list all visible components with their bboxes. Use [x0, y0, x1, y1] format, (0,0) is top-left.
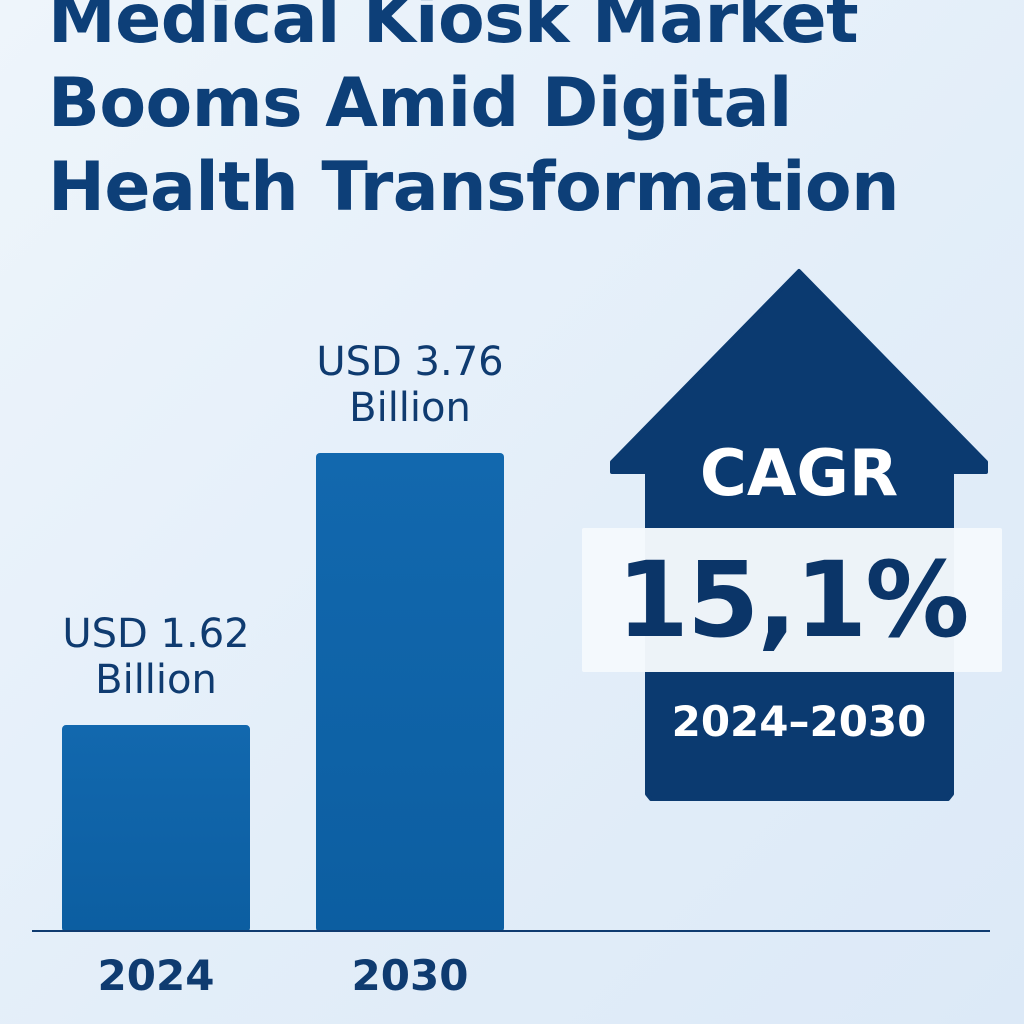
title-line-3: Health Transformation [48, 148, 900, 227]
bar-value-2024-line1: USD 1.62 [62, 611, 250, 658]
bar-2024 [62, 725, 250, 932]
chart-title: Medical Kiosk Market Booms Amid Digital … [48, 0, 1008, 230]
cagr-value-box [582, 528, 1002, 672]
bar-value-label-2024: USD 1.62 Billion [6, 611, 306, 703]
x-tick-label-2024: 2024 [97, 951, 215, 1000]
x-tick-label-2030: 2030 [351, 951, 469, 1000]
bar-2030 [316, 453, 504, 932]
title-line-1: Medical Kiosk Market [48, 0, 859, 59]
cagr-label: CAGR [699, 437, 899, 511]
cagr-value: 15,1% [616, 539, 970, 661]
bar-value-2030-line2: Billion [349, 385, 471, 431]
bar-value-label-2030: USD 3.76 Billion [260, 339, 560, 431]
title-line-2: Booms Amid Digital [48, 64, 792, 143]
bar-value-2030-line1: USD 3.76 [316, 339, 504, 385]
cagr-period: 2024–2030 [671, 697, 927, 746]
bar-value-2024-line2: Billion [95, 657, 217, 704]
